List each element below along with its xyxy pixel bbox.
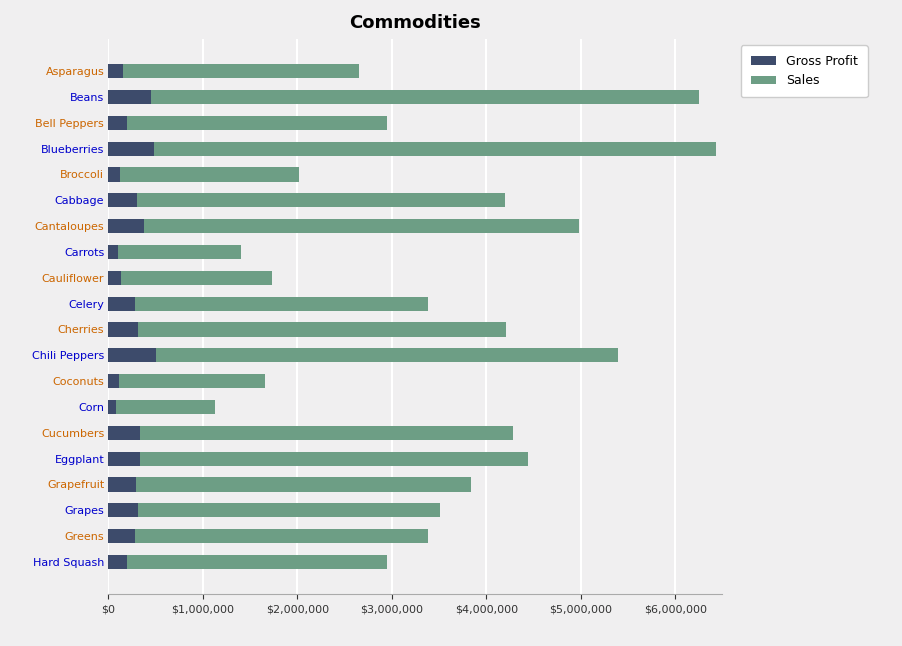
Bar (121, 271, 272, 285)
Bar (108, 555, 127, 569)
Bar (108, 90, 151, 104)
Legend: Gross Profit, Sales: Gross Profit, Sales (741, 45, 867, 98)
Bar (137, 322, 505, 337)
Bar (108, 219, 144, 233)
Bar (151, 90, 698, 104)
Bar (108, 477, 135, 492)
Bar (120, 167, 299, 182)
Bar (134, 297, 428, 311)
Bar (108, 64, 123, 78)
Bar (137, 503, 439, 517)
Bar (108, 426, 140, 440)
Bar (108, 400, 115, 414)
Bar (141, 452, 527, 466)
Bar (108, 193, 136, 207)
Bar (108, 297, 134, 311)
Bar (108, 116, 127, 130)
Bar (153, 141, 715, 156)
Bar (108, 503, 137, 517)
Title: Commodities: Commodities (349, 14, 481, 32)
Bar (119, 374, 265, 388)
Bar (140, 426, 512, 440)
Bar (134, 529, 428, 543)
Bar (127, 116, 387, 130)
Bar (108, 245, 117, 259)
Bar (155, 348, 618, 362)
Bar (108, 322, 137, 337)
Bar (136, 193, 504, 207)
Bar (135, 477, 471, 492)
Bar (117, 245, 240, 259)
Bar (108, 348, 155, 362)
Bar (108, 452, 141, 466)
Bar (123, 64, 358, 78)
Bar (108, 167, 120, 182)
Bar (144, 219, 578, 233)
Bar (108, 271, 121, 285)
Bar (108, 529, 134, 543)
Bar (108, 374, 119, 388)
Bar (127, 555, 387, 569)
Bar (108, 141, 153, 156)
Bar (115, 400, 215, 414)
